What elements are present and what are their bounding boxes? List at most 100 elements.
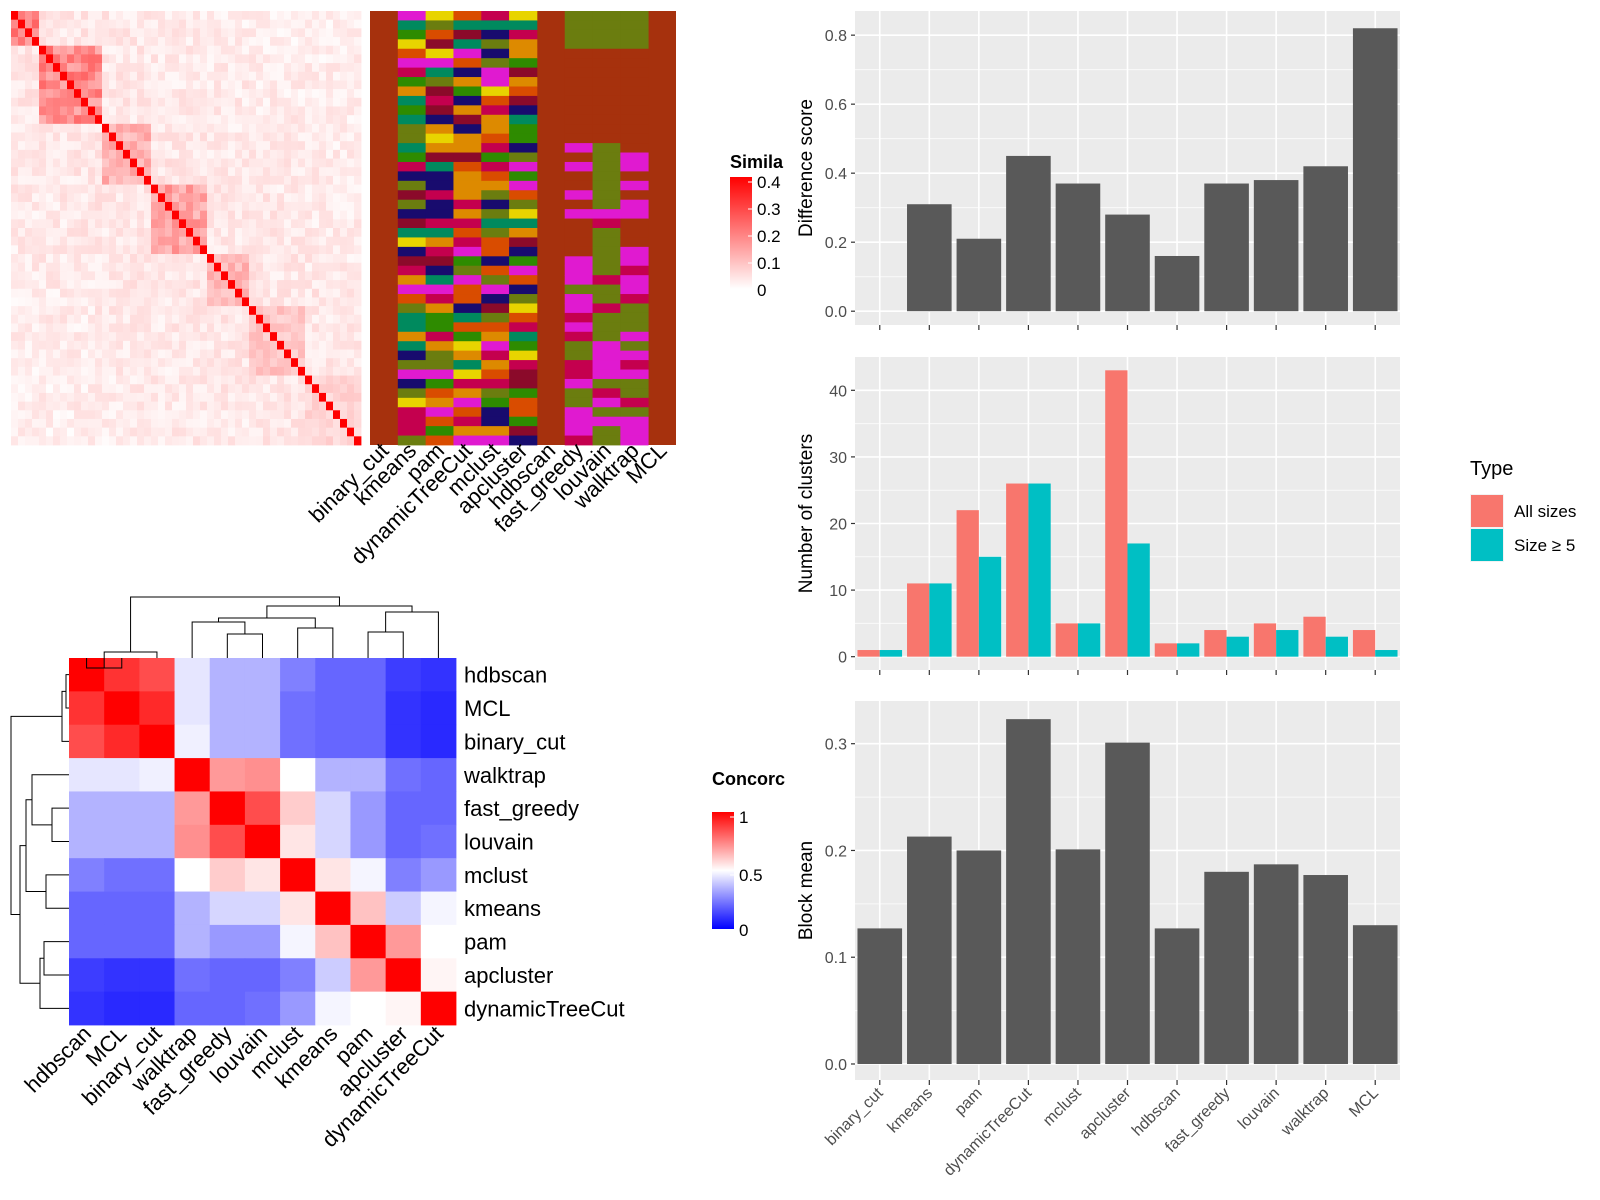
similarity-cell (102, 175, 110, 185)
similarity-cell (60, 210, 68, 220)
similarity-cell (81, 54, 89, 64)
annotation-cell (620, 20, 649, 31)
annotation-cell (481, 143, 510, 153)
similarity-cell (263, 19, 271, 29)
similarity-cell (305, 141, 313, 151)
concordance-legend-title: Concorc (712, 769, 785, 789)
similarity-cell (298, 219, 306, 229)
similarity-cell (179, 11, 187, 21)
similarity-cell (312, 132, 320, 142)
similarity-cell (116, 167, 124, 177)
concordance-cell (280, 891, 316, 926)
annotation-cell (592, 95, 621, 106)
annotation-cell (453, 265, 482, 276)
similarity-cell (284, 323, 292, 333)
similarity-cell (95, 89, 103, 99)
bar (1055, 623, 1078, 657)
annotation-cell (397, 388, 427, 399)
similarity-cell (298, 375, 306, 385)
similarity-cell (179, 141, 187, 151)
y-tick-label: 40 (829, 383, 847, 400)
similarity-cell (137, 384, 145, 394)
similarity-cell (67, 288, 75, 298)
similarity-cell (340, 271, 348, 281)
similarity-cell (74, 375, 82, 385)
similarity-cell (235, 132, 243, 142)
similarity-cell (228, 349, 236, 359)
similarity-cell (354, 228, 362, 238)
annotation-cell (425, 199, 454, 210)
similarity-cell (347, 366, 355, 376)
similarity-cell (172, 89, 180, 99)
similarity-cell (270, 236, 278, 246)
similarity-cell (214, 141, 222, 151)
similarity-cell (18, 115, 26, 125)
similarity-cell (277, 254, 285, 264)
similarity-cell (319, 132, 327, 142)
annotation-cell (592, 237, 621, 248)
similarity-cell (88, 201, 96, 212)
similarity-cell (165, 262, 173, 272)
similarity-cell (186, 132, 194, 142)
similarity-cell (74, 210, 82, 220)
similarity-cell (151, 123, 159, 133)
similarity-cell (256, 418, 264, 429)
similarity-cell (354, 375, 362, 385)
annotation-cell (564, 209, 593, 219)
similarity-cell (284, 89, 292, 99)
similarity-cell (354, 184, 362, 194)
bar (907, 204, 952, 312)
annotation-cell (397, 265, 427, 276)
similarity-cell (319, 184, 327, 194)
similarity-cell (277, 80, 285, 90)
similarity-cell (39, 158, 47, 168)
similarity-cell (102, 271, 110, 281)
similarity-cell (256, 184, 264, 194)
similarity-cell (242, 54, 250, 64)
annotation-cell (481, 152, 510, 163)
similarity-cell (95, 71, 103, 81)
similarity-cell (242, 280, 250, 290)
similarity-cell (53, 115, 61, 125)
similarity-cell (340, 254, 348, 264)
similarity-cell (165, 427, 173, 437)
similarity-cell (144, 314, 152, 324)
similarity-cell (305, 384, 313, 394)
annotation-cell (481, 294, 510, 304)
similarity-cell (53, 201, 61, 212)
similarity-cell (137, 314, 145, 324)
similarity-cell (165, 306, 173, 316)
similarity-cell (228, 358, 236, 368)
similarity-cell (25, 106, 33, 116)
similarity-cell (81, 167, 89, 177)
annotation-cell (397, 378, 427, 389)
similarity-cell (81, 349, 89, 359)
similarity-cell (179, 384, 187, 394)
similarity-cell (284, 158, 292, 168)
similarity-cell (88, 340, 96, 350)
annotation-cell (481, 237, 510, 248)
similarity-cell (291, 210, 299, 220)
similarity-cell (109, 71, 117, 81)
similarity-cell (326, 201, 334, 212)
similarity-cell (186, 45, 194, 55)
similarity-cell (277, 71, 285, 81)
similarity-cell (256, 280, 264, 290)
similarity-cell (179, 19, 187, 29)
similarity-cell (333, 271, 341, 281)
similarity-cell (144, 358, 152, 368)
similarity-cell (123, 436, 131, 446)
concordance-cell (174, 958, 211, 993)
similarity-cell (186, 366, 194, 376)
concordance-dendrograms (10, 596, 439, 1009)
similarity-cell (88, 323, 96, 333)
similarity-cell (46, 280, 54, 290)
similarity-cell (305, 167, 313, 177)
similarity-cell (179, 288, 187, 298)
similarity-cell (172, 306, 180, 316)
similarity-cell (263, 97, 271, 107)
similarity-cell (144, 132, 152, 142)
similarity-cell (39, 410, 47, 420)
similarity-cell (312, 106, 320, 116)
similarity-cell (60, 71, 68, 81)
